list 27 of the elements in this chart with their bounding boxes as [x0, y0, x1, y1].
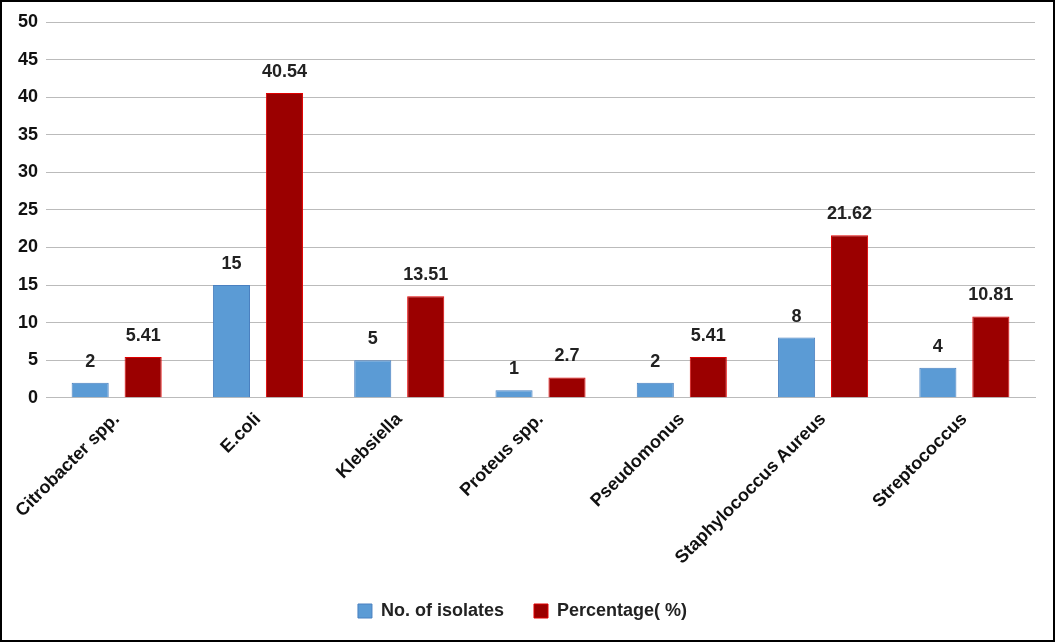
data-label: 2 [85, 350, 96, 371]
data-label: 13.51 [403, 264, 449, 285]
y-tick-label: 20 [17, 236, 39, 257]
data-label: 2.7 [554, 345, 580, 366]
y-tick-label: 25 [17, 198, 39, 219]
data-label: 40.54 [261, 61, 307, 82]
y-tick-label: 35 [17, 123, 39, 144]
y-tick-label: 5 [28, 349, 39, 370]
data-label: 5 [367, 328, 378, 349]
data-label: 8 [791, 305, 802, 326]
y-tick-label: 30 [17, 161, 39, 182]
y-tick-label: 50 [17, 10, 39, 31]
data-label: 15 [221, 252, 242, 273]
data-label: 5.41 [690, 325, 726, 346]
y-tick-label: 10 [17, 311, 39, 332]
data-label: 21.62 [827, 203, 873, 224]
data-label: 4 [932, 335, 943, 356]
data-label: 1 [509, 358, 520, 379]
y-tick-label: 40 [17, 86, 39, 107]
legend-label: Percentage( %) [556, 599, 688, 620]
y-tick-label: 15 [17, 273, 39, 294]
y-tick-label: 0 [28, 386, 39, 407]
legend-label: No. of isolates [380, 599, 504, 620]
y-tick-label: 45 [17, 48, 39, 69]
data-label: 10.81 [968, 284, 1014, 305]
data-label: 5.41 [125, 325, 161, 346]
data-label: 2 [650, 350, 661, 371]
